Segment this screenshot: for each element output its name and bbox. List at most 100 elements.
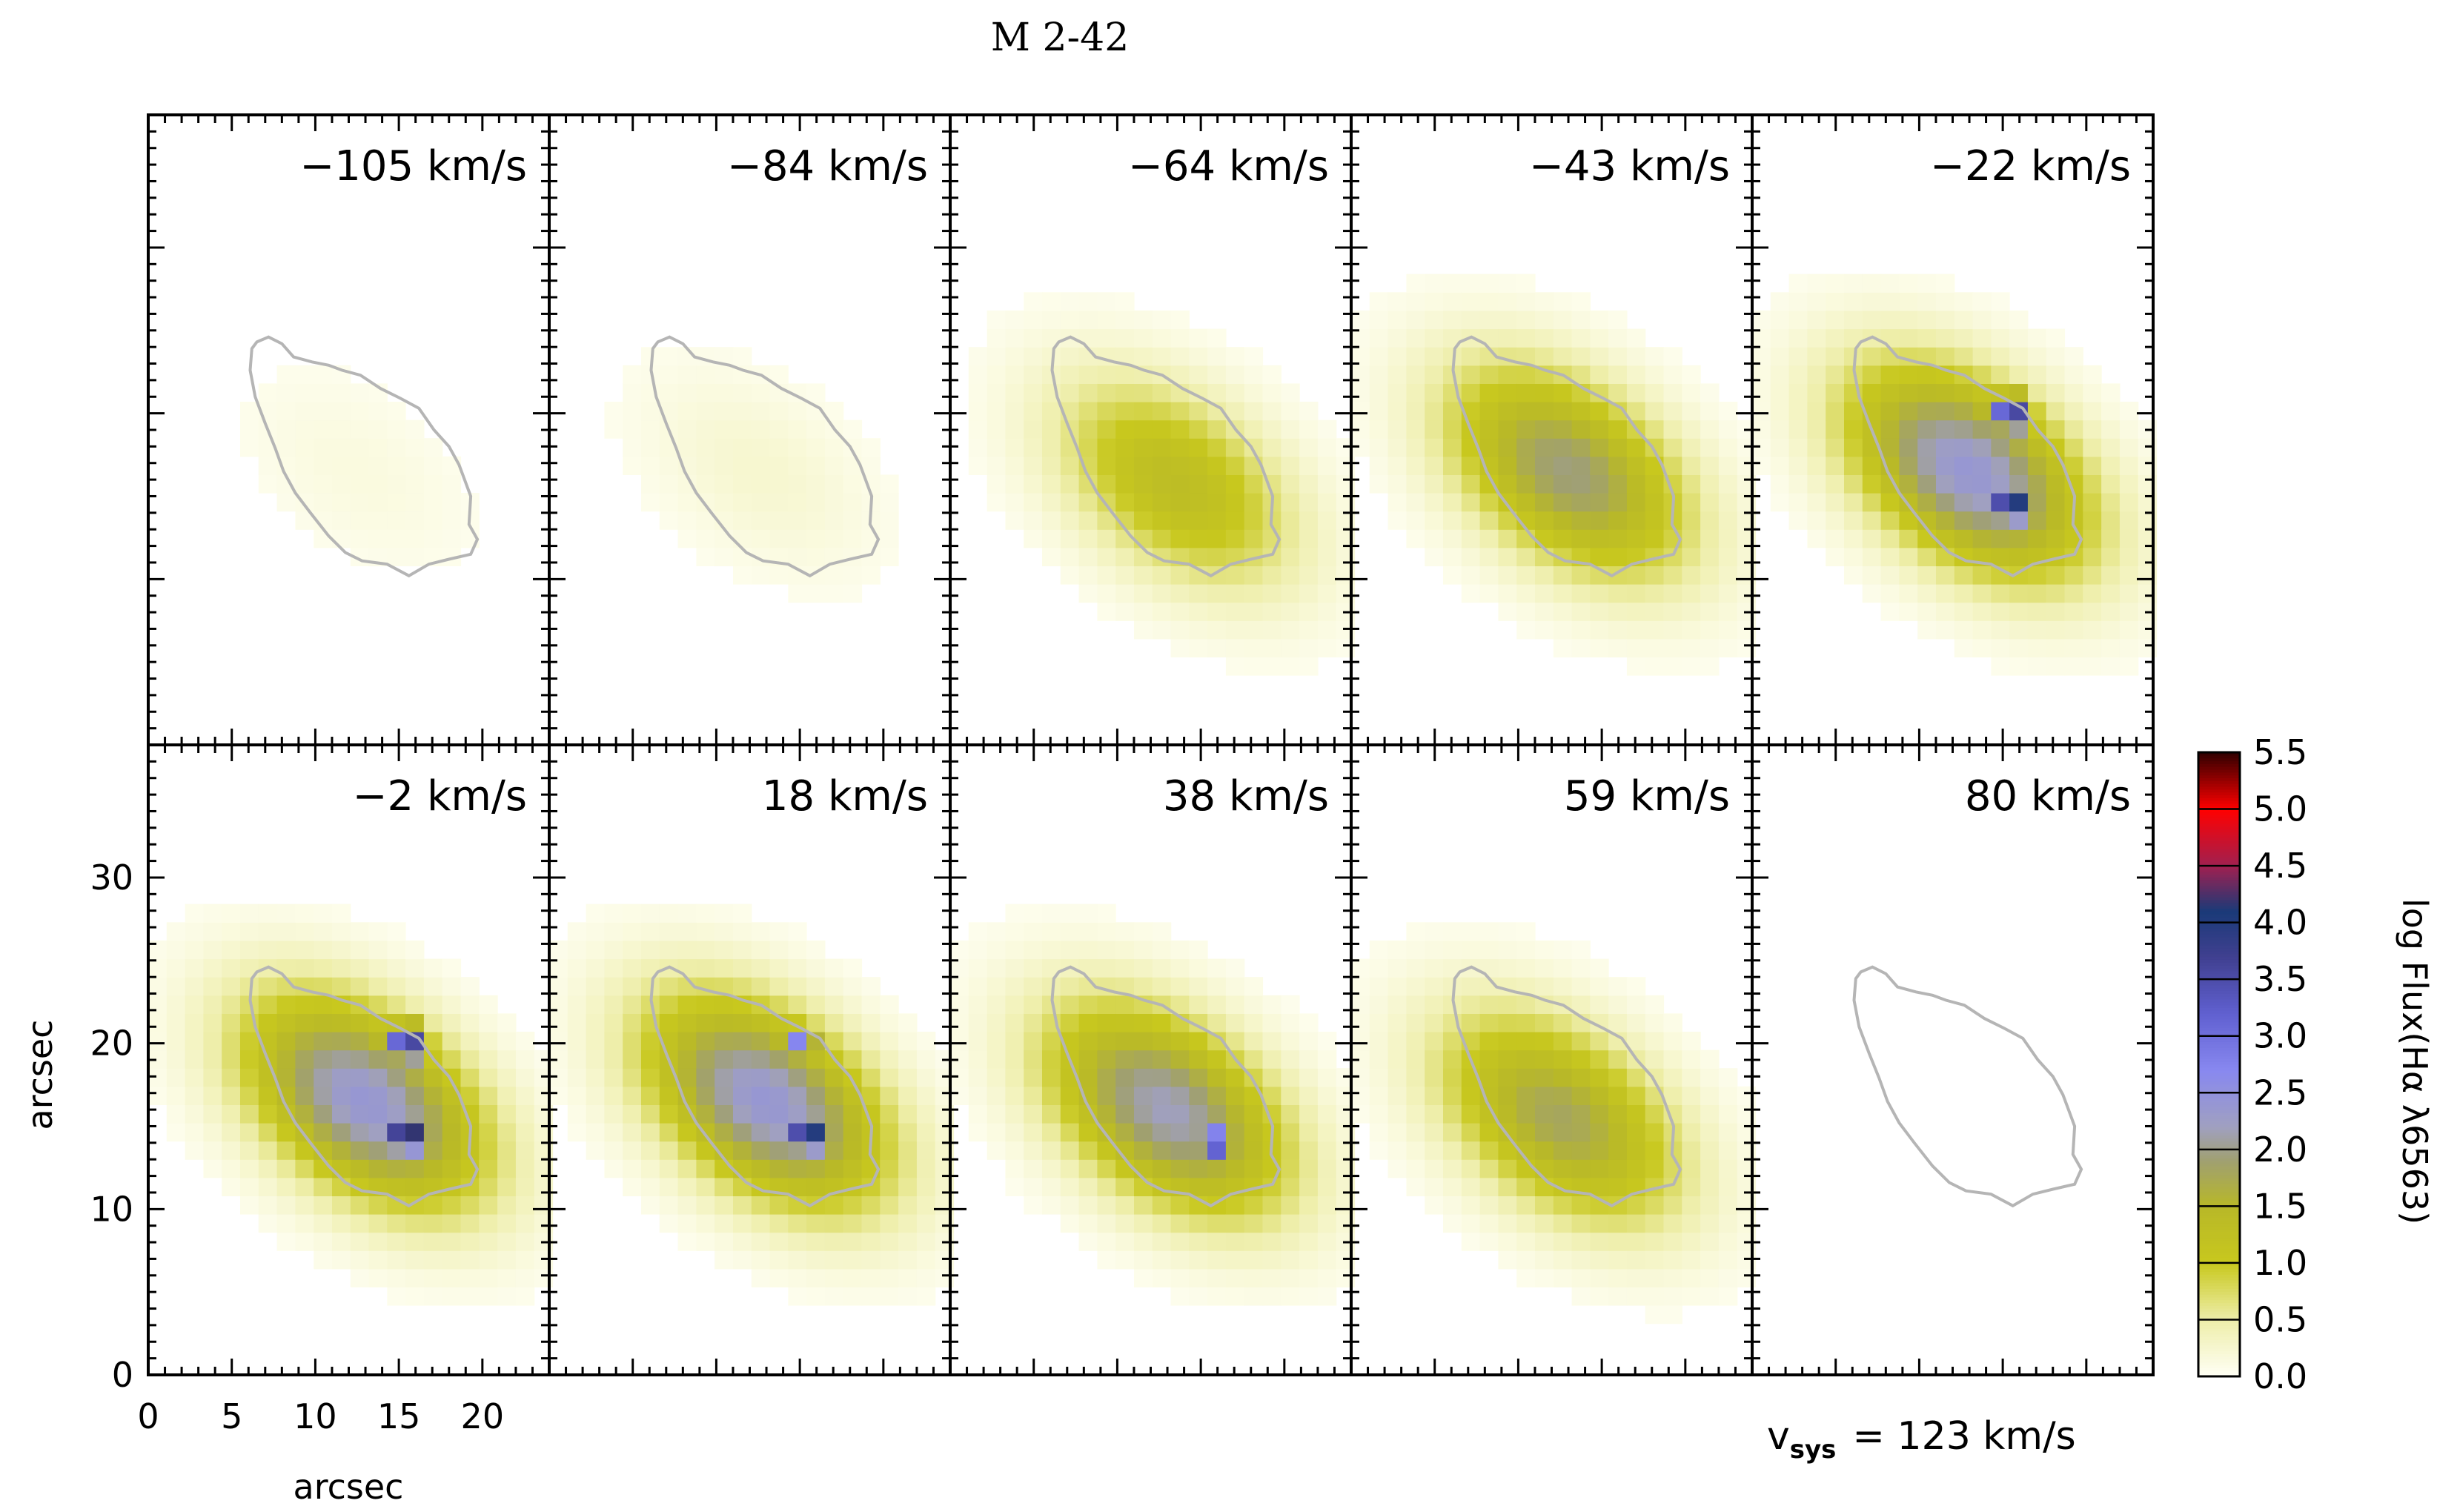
flux-pixel: [1608, 1287, 1628, 1306]
flux-pixel: [567, 940, 587, 960]
flux-pixel: [1152, 474, 1172, 494]
flux-pixel: [2083, 402, 2102, 421]
flux-pixel: [714, 1232, 734, 1251]
flux-pixel: [1244, 638, 1264, 657]
flux-pixel: [1608, 1013, 1628, 1032]
flux-pixel: [1097, 547, 1116, 566]
flux-pixel: [1645, 1287, 1665, 1306]
flux-pixel: [240, 1032, 259, 1051]
colorbar-label: log Flux(Hα λ6563): [2395, 898, 2435, 1224]
flux-pixel: [1991, 493, 2010, 512]
flux-pixel: [1134, 438, 1153, 457]
flux-pixel: [751, 958, 771, 978]
flux-pixel: [258, 1086, 278, 1105]
colorbar-segment: [2198, 1084, 2240, 1088]
flux-pixel: [1682, 1123, 1701, 1142]
flux-pixel: [1060, 310, 1080, 330]
velocity-label: −84 km/s: [727, 142, 928, 190]
flux-pixel: [1645, 1141, 1665, 1160]
flux-pixel: [1663, 1305, 1682, 1324]
colorbar-segment: [2198, 1362, 2240, 1366]
flux-pixel: [1571, 1068, 1591, 1087]
flux-pixel: [714, 383, 734, 402]
flux-pixel: [1281, 1068, 1300, 1087]
flux-pixel: [1189, 402, 1208, 421]
flux-pixel: [880, 1159, 899, 1178]
flux-pixel: [1788, 310, 1808, 330]
flux-pixel: [497, 1287, 517, 1306]
colorbar-segment: [2198, 1015, 2240, 1020]
flux-pixel: [769, 922, 789, 941]
flux-pixel: [1516, 1086, 1536, 1105]
flux-pixel: [1571, 292, 1591, 311]
flux-pixel: [806, 1068, 826, 1087]
vsys-symbol: v: [1767, 1414, 1790, 1459]
flux-pixel: [1443, 493, 1462, 512]
flux-pixel: [1189, 638, 1208, 657]
flux-pixel: [1718, 529, 1738, 548]
flux-pixel: [1115, 402, 1135, 421]
flux-pixel: [1626, 1196, 1646, 1215]
flux-pixel: [1718, 602, 1738, 621]
flux-pixel: [1590, 1141, 1609, 1160]
flux-pixel: [1042, 1032, 1061, 1051]
flux-pixel: [1590, 1104, 1609, 1124]
flux-pixel: [1479, 1214, 1499, 1233]
nebula-contour: [1050, 965, 1282, 1208]
flux-pixel: [950, 1032, 969, 1051]
channel-panel: 18 km/s: [548, 743, 955, 1376]
flux-pixel: [1770, 310, 1790, 330]
flux-pixel: [880, 1141, 899, 1160]
flux-pixel: [515, 1068, 535, 1087]
flux-pixel: [898, 1177, 918, 1196]
flux-pixel: [423, 493, 443, 512]
flux-pixel: [1700, 1086, 1720, 1105]
flux-pixel: [1207, 493, 1227, 512]
flux-pixel: [1880, 292, 1900, 311]
flux-pixel: [2083, 365, 2102, 384]
flux-pixel: [623, 1068, 642, 1087]
flux-pixel: [1608, 511, 1628, 530]
flux-pixel: [1663, 1196, 1682, 1215]
flux-pixel: [1170, 420, 1190, 439]
flux-pixel: [1516, 995, 1536, 1014]
flux-pixel: [1590, 347, 1609, 366]
channel-panel: −43 km/s: [1350, 113, 1757, 746]
flux-pixel: [222, 1032, 241, 1051]
flux-pixel: [806, 1086, 826, 1105]
flux-pixel: [332, 922, 351, 941]
flux-pixel: [1626, 638, 1646, 657]
flux-pixel: [1663, 1086, 1682, 1105]
colorbar-segment: [2198, 902, 2240, 906]
flux-pixel: [1281, 1250, 1300, 1270]
flux-pixel: [1387, 292, 1407, 311]
flux-pixel: [387, 1268, 406, 1287]
colorbar-segment: [2198, 1007, 2240, 1011]
flux-pixel: [1626, 1159, 1646, 1178]
flux-pixel: [350, 493, 370, 512]
flux-pixel: [1461, 1123, 1481, 1142]
flux-pixel: [1152, 977, 1172, 996]
flux-pixel: [368, 1141, 388, 1160]
flux-pixel: [1225, 1232, 1245, 1251]
flux-pixel: [332, 1032, 351, 1051]
flux-pixel: [185, 1032, 204, 1051]
flux-pixel: [314, 456, 333, 475]
flux-pixel: [222, 922, 241, 941]
flux-pixel: [1207, 1287, 1227, 1306]
colorbar-segment: [2198, 843, 2240, 846]
flux-pixel: [405, 456, 425, 475]
flux-pixel: [1317, 620, 1337, 640]
flux-pixel: [987, 383, 1006, 402]
flux-pixel: [769, 1141, 789, 1160]
flux-pixel: [1752, 328, 1771, 348]
flux-pixel: [314, 940, 333, 960]
flux-pixel: [1826, 347, 1845, 366]
flux-pixel: [276, 903, 296, 923]
flux-pixel: [1170, 1141, 1190, 1160]
flux-pixel: [148, 1032, 168, 1051]
flux-pixel: [824, 1086, 844, 1105]
flux-pixel: [1626, 977, 1646, 996]
colorbar-segment: [2198, 1166, 2240, 1170]
flux-pixel: [714, 1104, 734, 1124]
